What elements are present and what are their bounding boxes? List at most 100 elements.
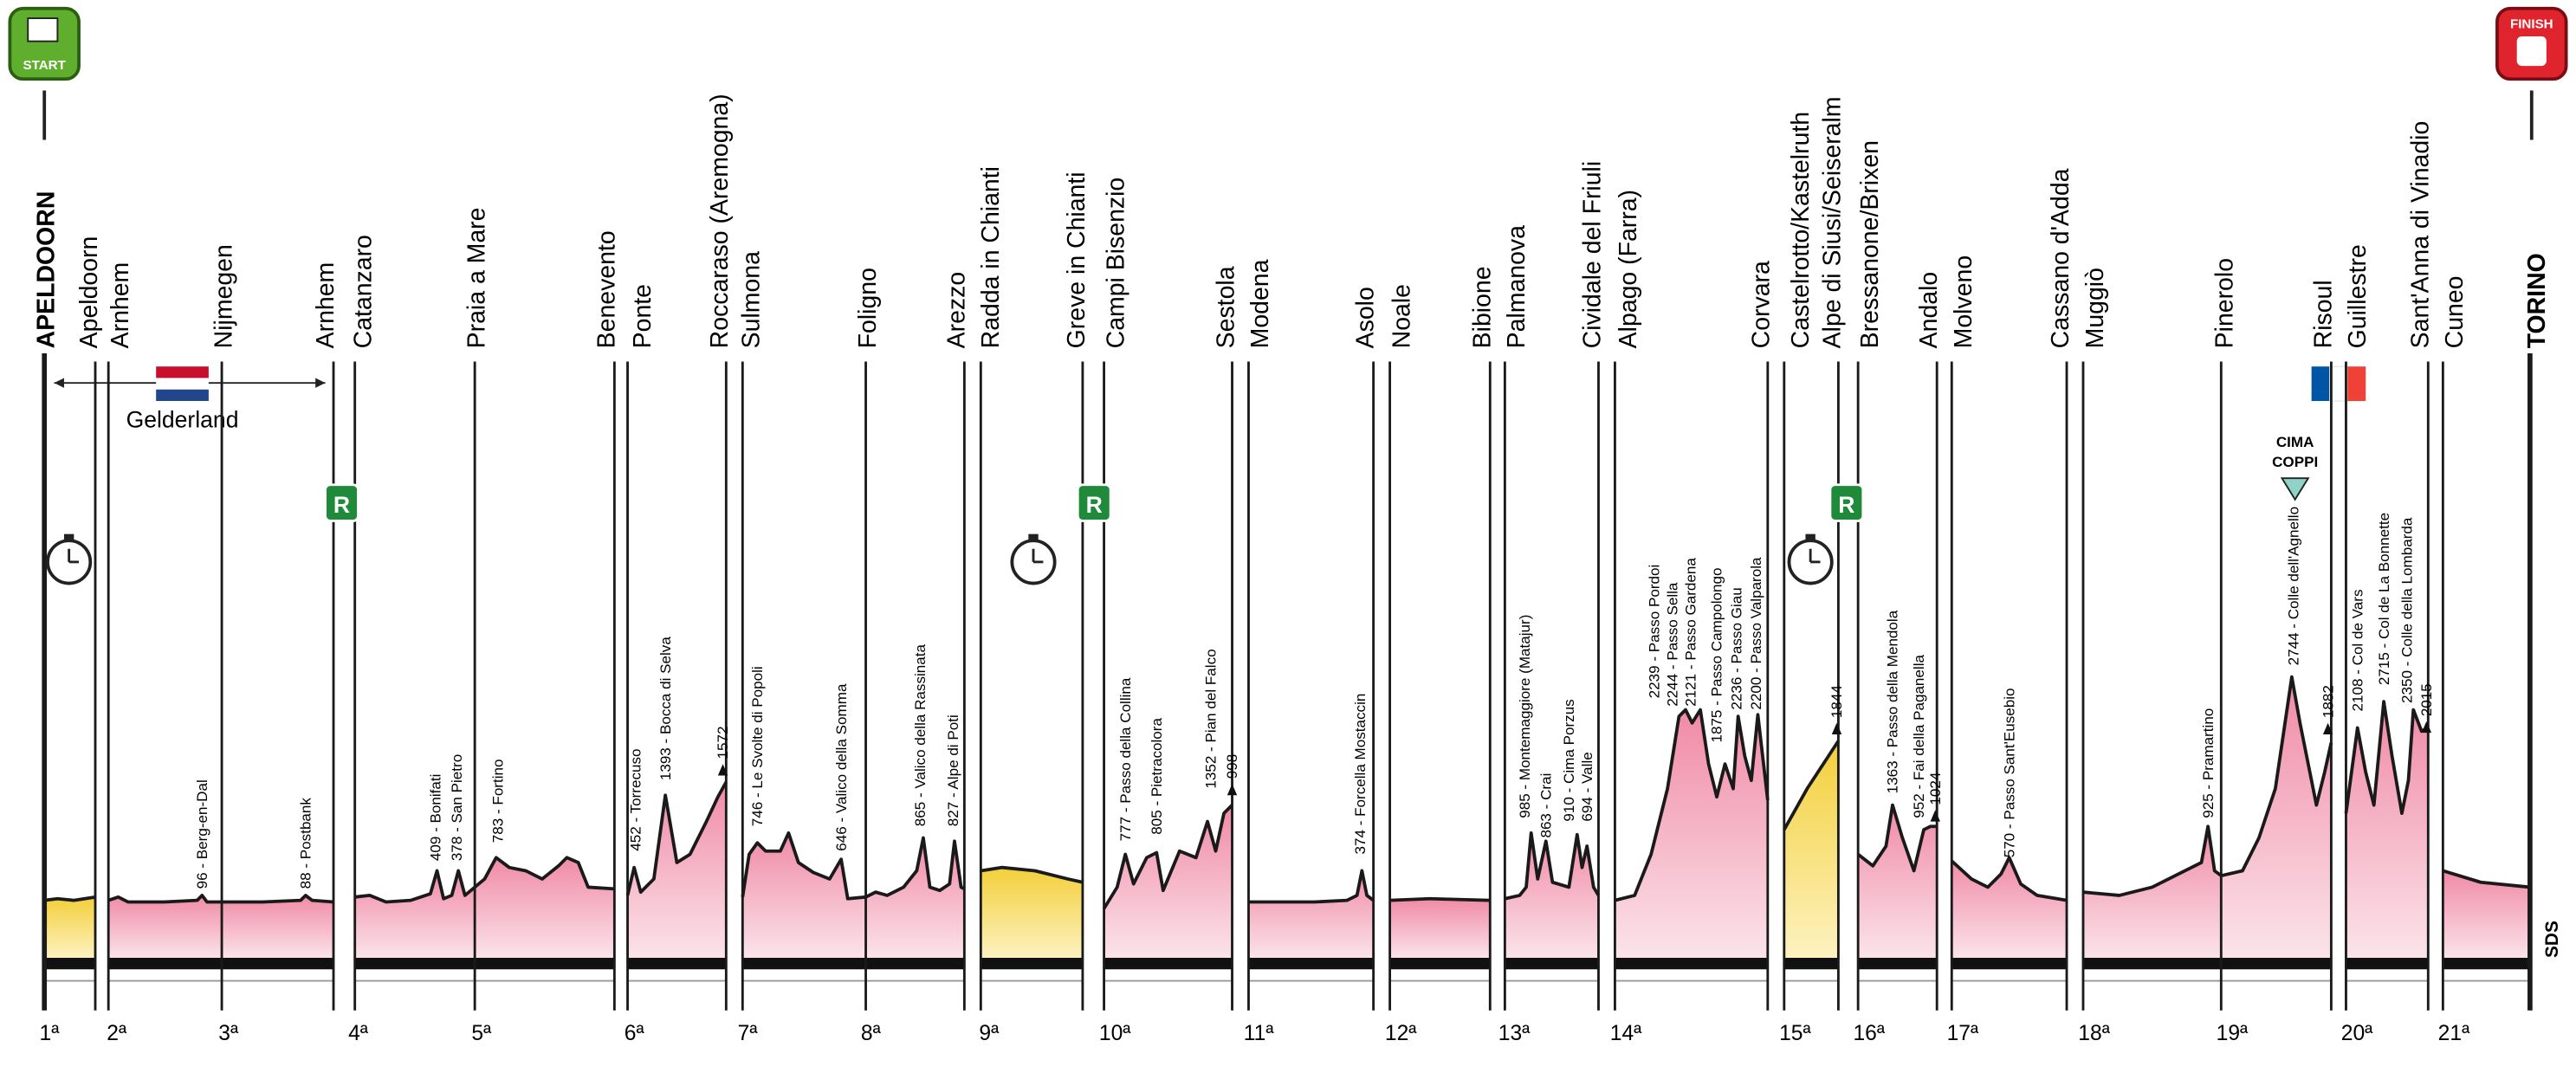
place-name: Alpe di Siusi/Seiseralm — [1818, 97, 1846, 349]
climb-label: 1844 — [1828, 685, 1845, 718]
cima-coppi: CIMA COPPI — [2272, 434, 2318, 501]
climb-label: 2715 - Col de La Bonnette — [2376, 513, 2392, 685]
stage-base — [108, 957, 223, 970]
place-name: APELDOORN — [33, 191, 61, 349]
cima-label: COPPI — [2272, 454, 2318, 470]
stage-base — [1248, 957, 1374, 970]
credit: SDS — [2542, 921, 2562, 958]
climb-label: 96 - Berg-en-Dal — [194, 779, 210, 889]
gelderland: Gelderland — [54, 366, 326, 432]
stage-profile — [1615, 709, 1768, 958]
stage-base — [1951, 957, 2068, 970]
stage-base — [44, 957, 96, 970]
profile-outline — [1389, 896, 1491, 902]
cima-label: CIMA — [2276, 434, 2314, 450]
finish-icon: FINISH — [2495, 6, 2568, 140]
profile-outline — [741, 831, 866, 901]
place-name: TORINO — [2523, 253, 2551, 348]
stage-profile — [865, 837, 965, 958]
stage-profile — [222, 895, 334, 958]
stage-base — [1783, 957, 1839, 970]
rest-badge — [1828, 483, 1865, 522]
rest-label: R — [1838, 492, 1854, 518]
climb-label: 1572 — [715, 727, 731, 760]
start-icon: START — [8, 6, 81, 140]
climb-label: 910 - Cima Porzus — [1561, 699, 1577, 821]
place-name: Benevento — [592, 230, 620, 348]
summit-arrow — [1930, 810, 1940, 822]
place-name: Bressanone/Brixen — [1856, 140, 1884, 348]
stage-base — [2443, 957, 2530, 970]
start-label: START — [23, 58, 67, 73]
place-name: Sant'Anna di Vinadio — [2406, 121, 2434, 349]
stage-number: 1ª — [40, 1022, 61, 1045]
climb-label: 646 - Valico della Somma — [833, 683, 850, 851]
stage-number: 14ª — [1610, 1022, 1642, 1045]
stage-number: 15ª — [1779, 1022, 1811, 1045]
climb-label: 827 - Alpe di Poti — [945, 714, 961, 826]
profile-outline — [2082, 824, 2223, 897]
profile-outline — [473, 856, 615, 891]
climb-label: 863 - Crai — [1537, 773, 1554, 838]
summit-arrow — [2421, 721, 2432, 734]
profile-outline — [1950, 856, 2068, 902]
climb-label: 2015 — [2418, 683, 2435, 716]
climb-label: 1024 — [1927, 772, 1944, 805]
stage-number: 7ª — [738, 1022, 759, 1045]
stage-number: 8ª — [861, 1022, 882, 1045]
stopwatch-crown — [1028, 533, 1039, 541]
place-name: Noale — [1388, 284, 1415, 348]
stage-base — [1858, 957, 1938, 970]
place-name: Molveno — [1950, 255, 1977, 349]
profile-outline — [107, 894, 223, 904]
profile-outline — [1248, 869, 1375, 904]
climb-label: 2239 - Passo Pordoi — [1647, 565, 1663, 699]
climb-label: 783 - Fortino — [489, 759, 506, 843]
profile-outline — [222, 894, 334, 904]
summit-arrow — [1227, 783, 1238, 796]
place-name: Greve in Chianti — [1063, 171, 1091, 348]
place-name: Campi Bisenzio — [1102, 178, 1129, 349]
profile-outline — [1504, 831, 1601, 901]
place-name: Pinerolo — [2211, 258, 2239, 348]
stage-number: 9ª — [979, 1022, 1000, 1045]
place-name: Radda in Chianti — [977, 166, 1005, 348]
place-name: Foligno — [854, 268, 882, 348]
climb-label: 925 - Pramartino — [2200, 708, 2217, 818]
stage-number: 18ª — [2078, 1022, 2110, 1045]
stage-base — [981, 957, 1083, 970]
profile-outline — [43, 895, 96, 902]
stage-base — [2346, 957, 2429, 970]
climb-label: 2236 - Passo Giau — [1728, 587, 1744, 709]
stage-profile — [1389, 898, 1491, 958]
stage-base — [1104, 957, 1233, 970]
climb-label: 2350 - Colle della Lombarda — [2398, 517, 2415, 703]
climb-label: 374 - Forcella Mostaccin — [1352, 694, 1369, 855]
profile-outline — [2442, 869, 2531, 889]
profile-outline — [2220, 675, 2333, 878]
stage-profile — [108, 895, 223, 958]
stage-profile — [2443, 870, 2530, 958]
stage-number: 16ª — [1853, 1022, 1885, 1045]
climb-label: 746 - Le Svolte di Popoli — [749, 666, 766, 826]
stage-profile — [2221, 676, 2332, 958]
rest-badge — [324, 483, 359, 522]
rest-label: R — [333, 492, 350, 518]
place-name: Bibione — [1468, 266, 1496, 348]
stage-number: 13ª — [1498, 1022, 1531, 1045]
stage-profile — [1783, 740, 1839, 958]
region-label: Gelderland — [126, 406, 239, 432]
place-name: Arnhem — [107, 262, 134, 349]
stage-profile — [1505, 832, 1599, 958]
place-name: Guillestre — [2344, 244, 2372, 348]
place-name: Modena — [1246, 259, 1274, 348]
place-name: Asolo — [1352, 287, 1380, 348]
place-name: Arnhem — [312, 262, 340, 349]
stage-base — [865, 957, 965, 970]
climb-label: 2108 - Col de Vars — [2349, 589, 2366, 711]
stage-profile — [1858, 805, 1938, 958]
stage-number: 17ª — [1947, 1022, 1979, 1045]
climb-label: 409 - Bonifati — [427, 774, 443, 862]
climb-label: 1882 — [2320, 685, 2336, 718]
